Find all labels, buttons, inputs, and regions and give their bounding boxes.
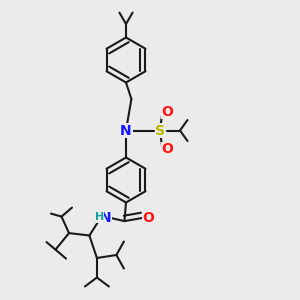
Text: O: O [161,105,173,118]
Text: O: O [161,142,173,156]
Text: N: N [100,211,112,225]
Text: N: N [120,124,132,137]
Text: S: S [155,124,166,137]
Text: H: H [95,212,104,223]
Text: O: O [142,211,154,225]
